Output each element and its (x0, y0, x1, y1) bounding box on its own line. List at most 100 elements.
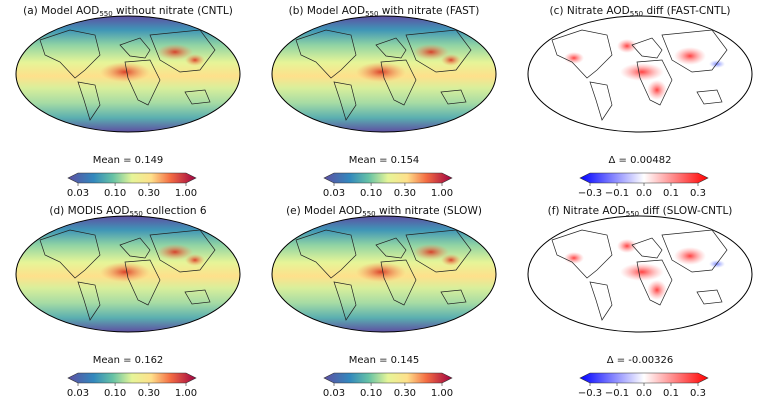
stat-label: Mean = 0.162 (93, 355, 164, 366)
coastline (124, 59, 161, 106)
diff-increase (620, 63, 664, 81)
aod-hotspot (356, 62, 406, 82)
aod-hotspot (356, 262, 406, 282)
colorbar-tick-label: 0.30 (394, 188, 416, 199)
colorbar-tick-label: 1.00 (431, 388, 453, 399)
colorbar-tick-label: 1.00 (175, 388, 197, 399)
title-subscript: 550 (362, 210, 375, 218)
title-subscript: 550 (626, 210, 639, 218)
title-subscript: 550 (365, 10, 378, 18)
coastline (589, 281, 613, 321)
aod-hotspot (100, 262, 150, 282)
coastline (77, 281, 101, 321)
title-text: (e) Model AOD (286, 205, 362, 217)
colorbar (579, 172, 709, 184)
colorbar-tick-label: 0.30 (138, 188, 160, 199)
title-text: diff (SLOW-CNTL) (639, 205, 732, 217)
stat-label: Mean = 0.149 (93, 155, 164, 166)
coastline (333, 81, 357, 121)
coastline (631, 37, 663, 59)
coastline (636, 59, 673, 106)
colorbar (579, 372, 709, 384)
colorbar-tick-label: −0.1 (605, 188, 629, 199)
coastline (184, 289, 211, 305)
stat-label: Mean = 0.154 (349, 155, 420, 166)
aod-hotspot (100, 62, 150, 82)
aod-hotspot (441, 54, 461, 66)
title-text: (f) Nitrate AOD (548, 205, 626, 217)
coastline (380, 259, 417, 306)
coastline (333, 281, 357, 321)
colorbar-tick-label: 0.30 (138, 388, 160, 399)
coastline (184, 89, 211, 105)
colorbar-tick-label: −0.3 (578, 188, 602, 199)
colorbar-tick-label: 0.03 (323, 188, 345, 199)
panel: (d) MODIS AOD550 collection 6 Mean = 0.16… (15, 205, 241, 399)
coastline (661, 229, 728, 273)
coastline (405, 229, 472, 273)
colorbar-tick-label: 0.1 (663, 388, 679, 399)
colorbar-tick-label: 0.1 (663, 188, 679, 199)
title-text: with nitrate (FAST) (378, 5, 479, 17)
title-text: with nitrate (SLOW) (376, 205, 482, 217)
colorbar (323, 372, 453, 384)
coastline (696, 89, 723, 105)
title-text: diff (FAST-CNTL) (643, 5, 730, 17)
panel: (f) Nitrate AOD550 diff (SLOW-CNTL) Δ = -… (527, 205, 753, 399)
coastline (124, 259, 161, 306)
title-subscript: 550 (99, 10, 112, 18)
coastline (380, 59, 417, 106)
panel: (e) Model AOD550 with nitrate (SLOW) Mean… (271, 205, 497, 399)
title-subscript: 550 (129, 210, 142, 218)
diff-decrease (709, 60, 725, 68)
panel-title: (f) Nitrate AOD550 diff (SLOW-CNTL) (548, 205, 733, 218)
colorbar-tick-label: 0.0 (636, 188, 652, 199)
panel: (b) Model AOD550 with nitrate (FAST) Mean… (271, 5, 497, 199)
colorbar-tick-label: 1.00 (175, 188, 197, 199)
colorbar-tick-label: 0.10 (104, 388, 126, 399)
aod-hotspot (413, 244, 449, 260)
title-text: collection 6 (143, 205, 207, 217)
stat-label: Δ = 0.00482 (609, 155, 672, 166)
colorbar-tick-label: 0.0 (636, 388, 652, 399)
title-text: (a) Model AOD (23, 5, 99, 17)
title-subscript: 550 (630, 10, 643, 18)
colorbar-tick-label: 0.30 (394, 388, 416, 399)
panel-title: (e) Model AOD550 with nitrate (SLOW) (286, 205, 482, 218)
coastline (149, 29, 216, 73)
coastline (661, 29, 728, 73)
title-text: (b) Model AOD (289, 5, 365, 17)
colorbar-tick-label: 0.3 (690, 188, 706, 199)
coastline (405, 29, 472, 73)
coastline (589, 81, 613, 121)
colorbar-tick-label: 0.03 (323, 388, 345, 399)
colorbar-tick-label: 0.03 (67, 388, 89, 399)
aod-hotspot (157, 244, 193, 260)
aod-hotspot (185, 54, 205, 66)
aod-hotspot (157, 44, 193, 60)
aod-hotspot (413, 44, 449, 60)
colorbar-tick-label: 0.10 (360, 188, 382, 199)
diff-increase (617, 39, 637, 53)
coastline (551, 229, 613, 279)
panel-title: (b) Model AOD550 with nitrate (FAST) (289, 5, 480, 18)
panel: (a) Model AOD550 without nitrate (CNTL) M… (15, 5, 241, 199)
coastline (295, 229, 357, 279)
diff-increase (620, 263, 664, 281)
coastline (375, 237, 407, 259)
coastline (551, 29, 613, 79)
colorbar-tick-label: −0.1 (605, 388, 629, 399)
colorbar-tick-label: 0.10 (360, 388, 382, 399)
stat-label: Δ = -0.00326 (607, 355, 674, 366)
colorbar-tick-label: 0.10 (104, 188, 126, 199)
diff-increase (674, 247, 706, 265)
coastline (440, 289, 467, 305)
coastline (440, 89, 467, 105)
diff-increase (647, 80, 667, 100)
diff-increase (617, 239, 637, 253)
coastline (119, 237, 151, 259)
coastline (696, 289, 723, 305)
title-text: without nitrate (CNTL) (113, 5, 233, 17)
colorbar (323, 172, 453, 184)
